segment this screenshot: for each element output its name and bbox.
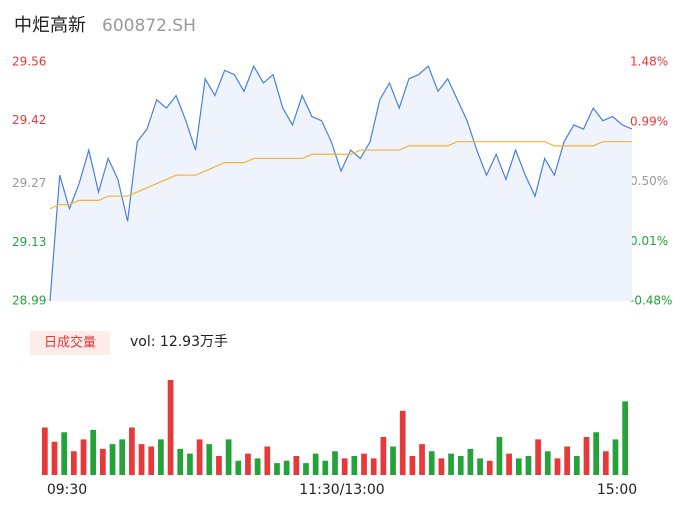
volume-bar xyxy=(428,451,435,475)
y2-tick-label: -0.48% xyxy=(630,294,672,308)
volume-bar xyxy=(622,401,629,475)
y-tick-label: 29.56 xyxy=(12,55,46,69)
volume-bar xyxy=(245,453,251,475)
volume-bar xyxy=(341,458,348,475)
volume-bar xyxy=(41,427,48,475)
volume-bar xyxy=(419,444,425,475)
volume-bar xyxy=(177,448,184,475)
volume-bar xyxy=(283,460,290,475)
volume-bar xyxy=(158,439,164,475)
volume-bar xyxy=(264,446,271,475)
volume-bar xyxy=(467,448,474,475)
volume-legend: 日成交量 xyxy=(44,335,96,351)
x-tick-label: 09:30 xyxy=(47,482,87,498)
volume-bar xyxy=(138,444,145,475)
x-tick-label: 11:30/13:00 xyxy=(299,482,384,498)
volume-bar xyxy=(525,456,532,475)
volume-bar xyxy=(312,453,319,475)
volume-bar xyxy=(225,439,232,475)
volume-bar xyxy=(515,458,522,475)
volume-bar xyxy=(554,458,561,475)
volume-bar xyxy=(612,439,619,475)
y2-tick-label: 1.48% xyxy=(630,55,668,69)
volume-total: vol: 12.93万手 xyxy=(130,334,228,350)
volume-bar xyxy=(235,460,242,475)
volume-bar xyxy=(370,458,377,475)
price-area xyxy=(50,66,632,301)
volume-bar xyxy=(448,453,454,475)
volume-bar xyxy=(583,437,590,475)
y-tick-label: 29.27 xyxy=(12,176,46,190)
volume-bar xyxy=(361,453,367,475)
volume-bar xyxy=(100,448,106,475)
volume-bar xyxy=(70,451,77,475)
volume-bar xyxy=(593,432,600,475)
y-tick-label: 29.42 xyxy=(12,113,46,127)
volume-bar xyxy=(457,456,464,475)
volume-bar xyxy=(602,451,609,475)
volume-bar xyxy=(293,456,300,475)
y2-tick-label: 0.50% xyxy=(630,174,668,188)
volume-bar xyxy=(535,439,541,475)
price-line xyxy=(49,64,633,302)
stock-name: 中炬高新 xyxy=(14,15,86,36)
y-tick-label: 28.99 xyxy=(12,294,46,308)
volume-bar xyxy=(216,456,222,475)
y-tick-label: 29.13 xyxy=(12,235,46,249)
volume-bar xyxy=(409,456,416,475)
volume-bar xyxy=(274,463,280,475)
volume-bar xyxy=(109,444,116,475)
volume-bar xyxy=(438,458,445,475)
volume-bar xyxy=(187,453,193,475)
y2-tick-label: 0.01% xyxy=(630,234,668,248)
volume-bar xyxy=(496,437,503,475)
x-tick-label: 15:00 xyxy=(597,482,637,498)
volume-bar xyxy=(51,441,58,475)
volume-bar xyxy=(351,456,358,475)
volume-bar xyxy=(380,437,387,475)
volume-bar xyxy=(390,446,396,475)
volume-bar xyxy=(129,427,135,475)
volume-bar xyxy=(332,451,338,475)
volume-bar xyxy=(206,444,213,475)
volume-bar xyxy=(90,429,97,475)
volume-bar xyxy=(303,463,309,475)
volume-bar xyxy=(196,439,203,475)
average-line xyxy=(49,141,632,210)
volume-bar xyxy=(573,456,580,475)
volume-bar xyxy=(486,460,493,475)
volume-bar xyxy=(119,439,126,475)
legend-badge xyxy=(30,331,110,355)
volume-bar xyxy=(254,458,261,475)
volume-bar xyxy=(148,446,155,475)
volume-bar xyxy=(544,451,551,475)
y2-tick-label: 0.99% xyxy=(630,114,668,128)
volume-bar xyxy=(167,380,174,475)
volume-bar xyxy=(477,458,483,475)
volume-bar xyxy=(506,453,512,475)
volume-bar xyxy=(80,439,87,475)
volume-bar xyxy=(564,446,570,475)
volume-bar xyxy=(399,410,406,475)
volume-bar xyxy=(322,460,329,475)
stock-code: 600872.SH xyxy=(102,16,196,36)
volume-bar xyxy=(61,432,68,475)
